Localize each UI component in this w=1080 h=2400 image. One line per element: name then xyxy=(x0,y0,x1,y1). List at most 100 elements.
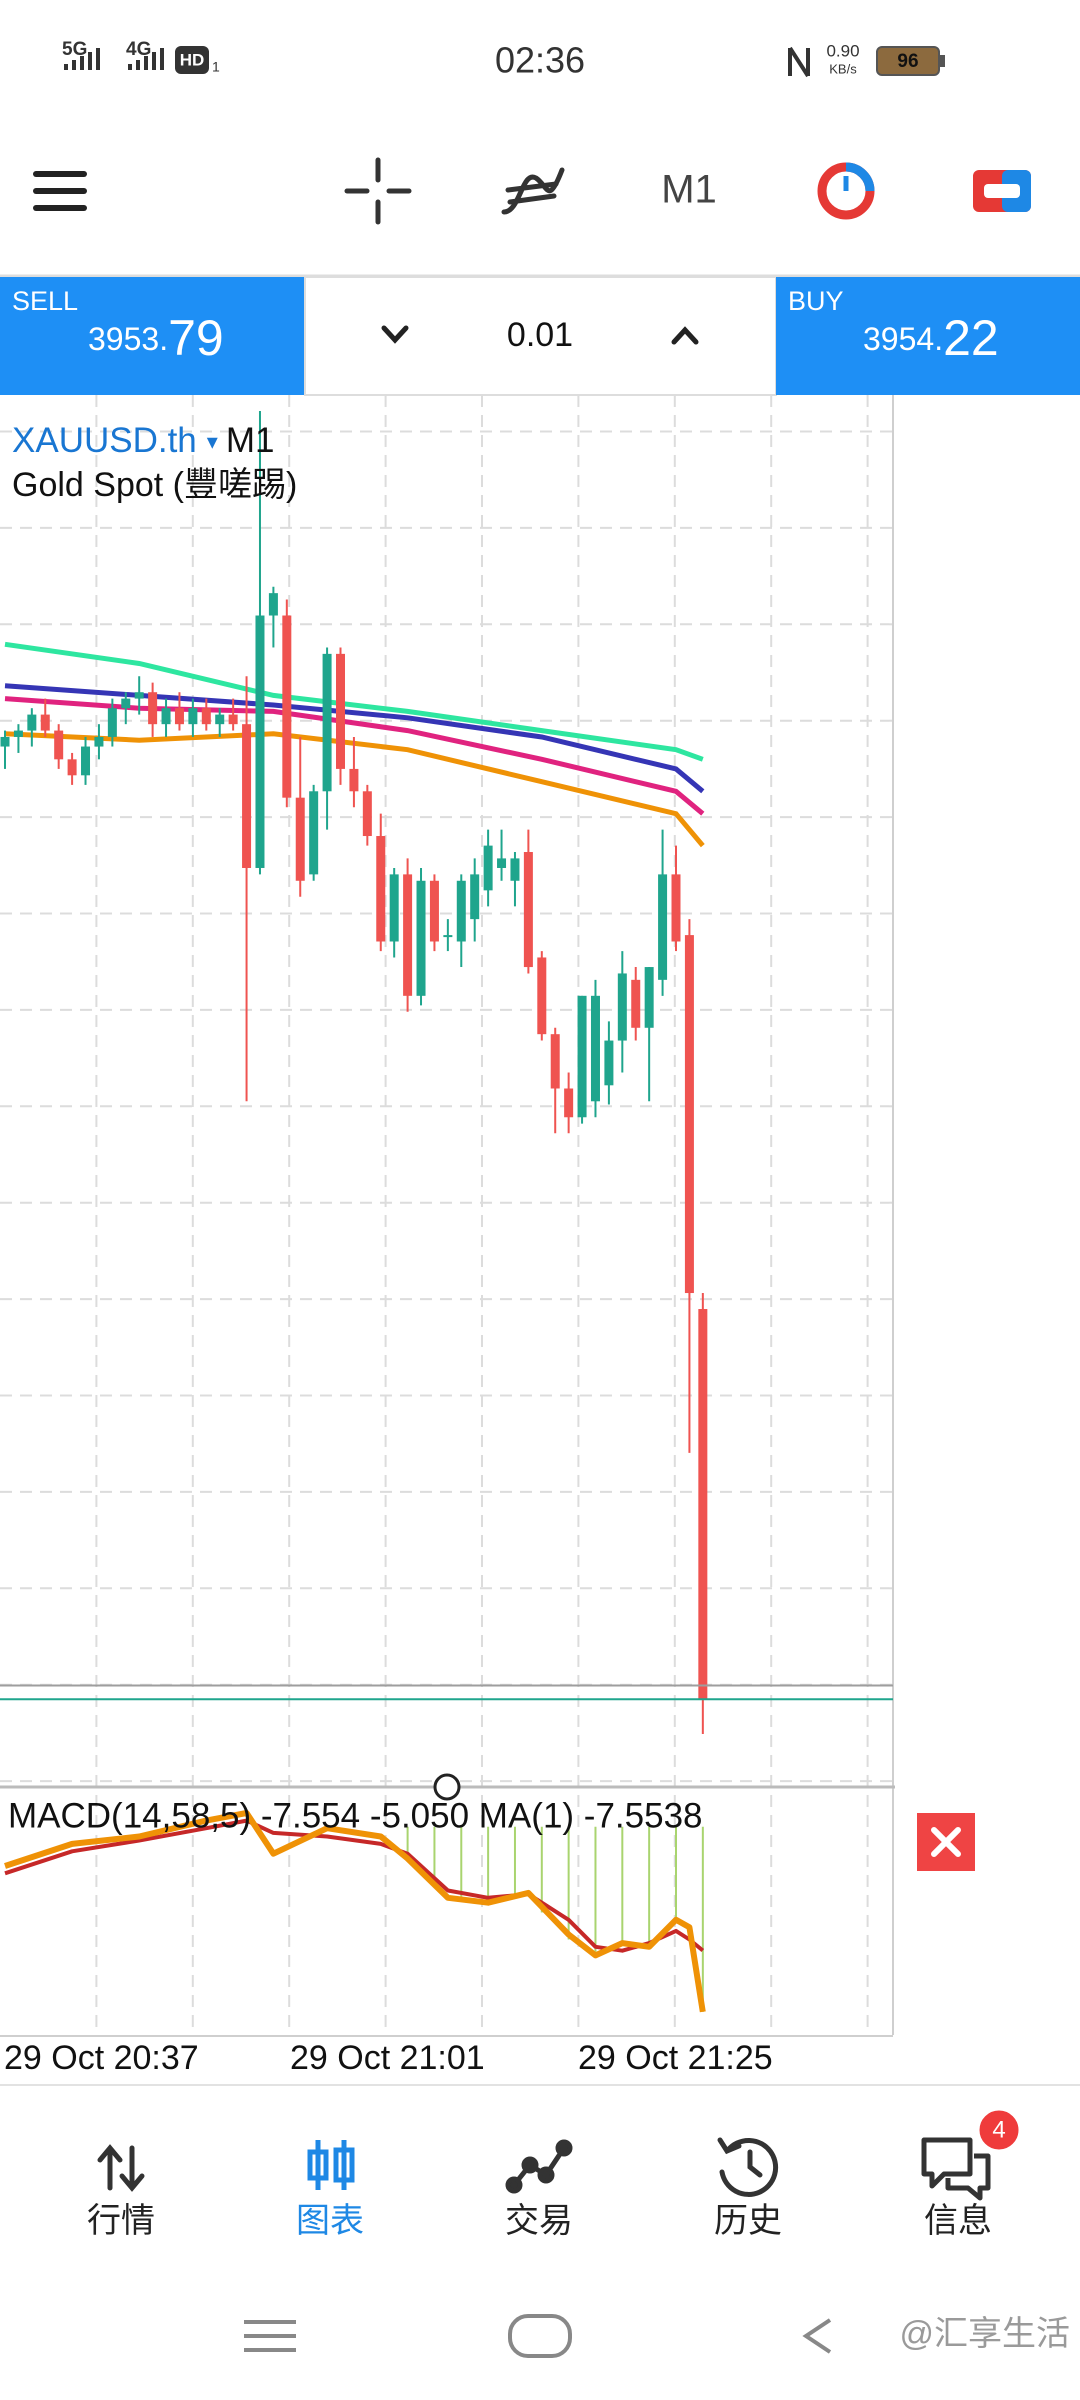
hd-sub: 1 xyxy=(212,59,220,75)
time-label: 29 Oct 20:37 xyxy=(4,2039,199,2077)
candle-body xyxy=(604,1040,614,1086)
timeframe-button[interactable]: M1 xyxy=(661,168,717,212)
symbol-description: Gold Spot (豐嗟踢) xyxy=(12,466,297,504)
crosshair-button[interactable] xyxy=(344,157,412,225)
close-indicator-button[interactable] xyxy=(917,1813,975,1871)
candle-body xyxy=(658,874,668,980)
candle-body xyxy=(349,768,359,792)
toolbar: M1 xyxy=(33,157,1031,225)
candle-body xyxy=(0,736,10,747)
candle-body xyxy=(121,698,131,709)
signal-icon xyxy=(64,48,100,70)
time-label: 29 Oct 21:01 xyxy=(290,2039,485,2077)
candle-body xyxy=(631,979,641,1028)
indicators-button[interactable] xyxy=(501,167,565,215)
trade-tab[interactable] xyxy=(505,2139,573,2194)
macd-line xyxy=(4,1810,706,2013)
candle-body xyxy=(161,708,171,725)
moving-average xyxy=(4,641,704,762)
time-label: 29 Oct 21:25 xyxy=(578,2039,773,2077)
sell-price-pips: 79 xyxy=(168,310,224,366)
symbol-name: XAUUSD.th xyxy=(12,421,197,460)
volume-up[interactable] xyxy=(671,326,699,345)
candle-body xyxy=(470,874,480,920)
candle-body xyxy=(376,836,386,942)
nav-label[interactable]: 信息 xyxy=(924,2202,992,2240)
candle-body xyxy=(617,973,627,1041)
buy-price-main: 3954. xyxy=(863,321,943,357)
candle-body xyxy=(564,1088,574,1118)
candle-body xyxy=(577,995,587,1118)
one-click-button[interactable] xyxy=(817,162,875,220)
watermark: @汇享生活 xyxy=(899,2315,1070,2353)
candle-body xyxy=(510,858,520,881)
candle-body xyxy=(188,708,198,725)
candle-body xyxy=(537,957,547,1035)
volume-down[interactable] xyxy=(381,325,409,344)
network-label: 5G xyxy=(62,39,87,60)
candle-body xyxy=(282,615,292,798)
sell-price-main: 3953. xyxy=(88,321,168,357)
sell-label: SELL xyxy=(12,286,78,316)
menu-button[interactable] xyxy=(33,171,87,211)
candle-body xyxy=(67,759,77,776)
history-tab[interactable] xyxy=(717,2137,779,2197)
nav-label[interactable]: 图表 xyxy=(296,2202,364,2240)
nav-label[interactable]: 历史 xyxy=(714,2202,782,2240)
volume-value[interactable]: 0.01 xyxy=(507,316,573,354)
symbol-dropdown[interactable]: ▾ xyxy=(207,429,218,454)
status-bar: 5G 4G HD 1 02:36 0.90 KB/s 96 xyxy=(62,39,945,81)
candle-body xyxy=(201,708,211,725)
candle-body xyxy=(671,874,681,942)
candle-body xyxy=(684,935,694,1294)
candle-body xyxy=(403,874,413,996)
candle-body xyxy=(174,708,184,725)
candle-body xyxy=(309,791,319,875)
sell-price: 3953.79 xyxy=(88,310,224,366)
messages-tab[interactable] xyxy=(921,2137,991,2201)
system-home-button[interactable] xyxy=(508,2314,572,2358)
symbol: XAUUSD.th ▾ M1 xyxy=(12,421,274,460)
buy-price: 3954.22 xyxy=(863,310,999,366)
candle-body xyxy=(27,714,37,731)
sell-button[interactable] xyxy=(0,277,305,395)
trade-panel: SELL 3953.79 0.01 BUY 3954.22 xyxy=(0,274,1080,396)
badge-count: 4 xyxy=(992,2116,1005,2143)
nav-label[interactable]: 行情 xyxy=(87,2202,155,2240)
chart-tab[interactable] xyxy=(307,2140,355,2190)
panel-handle[interactable] xyxy=(433,1773,461,1801)
candle-body xyxy=(456,880,466,942)
candle-body xyxy=(362,791,372,837)
signal-icon xyxy=(128,48,164,70)
candle-body xyxy=(134,692,144,699)
clock: 02:36 xyxy=(495,40,585,81)
candle-body xyxy=(81,746,91,776)
buy-button[interactable] xyxy=(776,277,1080,395)
candle-body xyxy=(255,615,265,868)
battery xyxy=(876,46,940,76)
candle-body xyxy=(523,852,533,968)
candle-body xyxy=(483,845,493,891)
buy-price-pips: 22 xyxy=(943,310,999,366)
candle-body xyxy=(416,880,426,996)
trade-button[interactable] xyxy=(973,170,1031,212)
price-chart xyxy=(0,410,893,1735)
nav-label[interactable]: 交易 xyxy=(505,2202,573,2240)
badge xyxy=(976,2107,1022,2153)
quotes-tab[interactable] xyxy=(97,2144,145,2192)
system-menu-button[interactable] xyxy=(244,2320,296,2352)
candle-body xyxy=(107,708,117,737)
moving-average xyxy=(4,731,705,848)
system-back-button[interactable] xyxy=(802,2318,832,2354)
candle-body xyxy=(429,880,439,942)
candle-body xyxy=(268,593,278,616)
candle-body xyxy=(644,967,654,1028)
candle-body xyxy=(322,653,332,792)
candle-body xyxy=(336,653,345,769)
battery-tip xyxy=(940,55,945,67)
speed-unit: KB/s xyxy=(829,61,857,76)
network-label: 4G xyxy=(126,39,151,60)
